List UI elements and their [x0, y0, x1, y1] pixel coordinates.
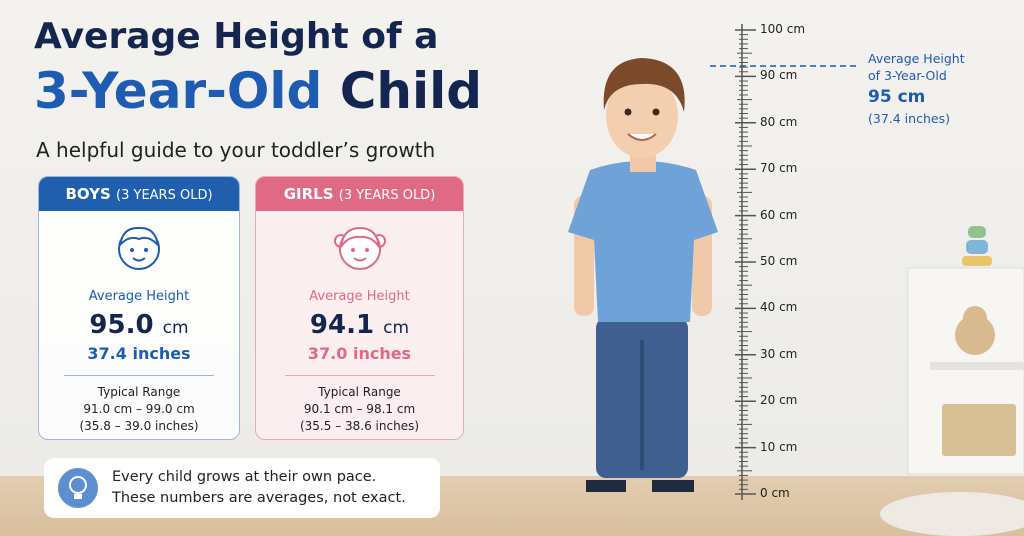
- toy: [966, 240, 988, 254]
- toy: [962, 256, 992, 266]
- rug: [880, 492, 1024, 536]
- value: 95.0 cm: [39, 310, 239, 340]
- title-line2: 3-Year-Old Child: [34, 62, 482, 120]
- boy-icon: [118, 226, 160, 270]
- ruler-label: 90 cm: [760, 68, 798, 83]
- ruler-label: 10 cm: [760, 439, 798, 454]
- value-number: 94.1: [309, 310, 375, 340]
- range-in: (35.5 – 38.6 inches): [299, 419, 420, 433]
- range-in: (35.8 – 39.0 inches): [79, 419, 199, 433]
- ruler-label: 80 cm: [760, 114, 798, 129]
- ruler-label: 20 cm: [760, 393, 798, 408]
- title-highlight: 3-Year-Old: [34, 62, 323, 120]
- note-line: These numbers are averages, not exact.: [112, 490, 406, 506]
- toy: [968, 226, 986, 238]
- girl-icon: [333, 226, 386, 270]
- value: 94.1 cm: [256, 310, 463, 340]
- value-number: 95.0: [89, 310, 154, 340]
- basket: [942, 404, 1016, 456]
- note-box: Every child grows at their own pace. The…: [44, 458, 440, 518]
- ruler-label: 0 cm: [760, 486, 790, 500]
- heading-note: (3 YEARS OLD): [116, 188, 213, 203]
- shelf-board: [930, 362, 1024, 370]
- teddy: [955, 315, 995, 355]
- marker-inches: (37.4 inches): [868, 111, 950, 126]
- marker-value: 95 cm: [868, 87, 926, 107]
- marker-annotation: Average Height of 3-Year-Old 95 cm (37.4…: [868, 50, 965, 127]
- ruler-label: 50 cm: [760, 254, 798, 268]
- heading-note: (3 YEARS OLD): [338, 188, 436, 203]
- range-cm: 90.1 cm – 98.1 cm: [303, 402, 416, 416]
- heading: BOYS: [65, 185, 111, 203]
- bulb-icon: [58, 468, 98, 508]
- boys-card: BOYS (3 YEARS OLD) Average Height 95.0 c…: [38, 176, 240, 440]
- range-label: Typical Range: [97, 385, 181, 399]
- label: Average Height: [88, 289, 190, 304]
- range-cm: 91.0 cm – 99.0 cm: [83, 402, 195, 416]
- heading: GIRLS: [283, 185, 334, 203]
- ruler-label: 70 cm: [760, 161, 798, 176]
- marker-line1: Average Height: [868, 51, 965, 66]
- range-label: Typical Range: [318, 385, 401, 399]
- title-rest: Child: [339, 62, 483, 120]
- ruler-label: 100 cm: [760, 22, 806, 36]
- teddy-head: [963, 306, 987, 330]
- separator: [284, 375, 435, 376]
- unit: cm: [383, 318, 410, 338]
- unit: cm: [162, 318, 189, 338]
- inches: 37.4 inches: [87, 344, 191, 363]
- label: Average Height: [309, 289, 410, 304]
- note-line: Every child grows at their own pace.: [112, 469, 377, 485]
- ruler-label: 40 cm: [760, 300, 798, 315]
- inches: 37.0 inches: [307, 344, 412, 363]
- marker-line2: of 3-Year-Old: [868, 68, 947, 83]
- girls-card: GIRLS (3 YEARS OLD) Average Height 94.1 …: [255, 176, 464, 440]
- separator: [64, 375, 214, 376]
- ruler-label: 30 cm: [760, 346, 798, 361]
- title-line1: Average Height of a: [34, 16, 439, 57]
- card-heading: GIRLS (3 YEARS OLD): [256, 177, 463, 211]
- child: [568, 58, 718, 492]
- subtitle: A helpful guide to your toddler’s growth: [36, 138, 436, 162]
- card-heading: BOYS (3 YEARS OLD): [39, 177, 239, 211]
- ruler-label: 60 cm: [760, 207, 798, 222]
